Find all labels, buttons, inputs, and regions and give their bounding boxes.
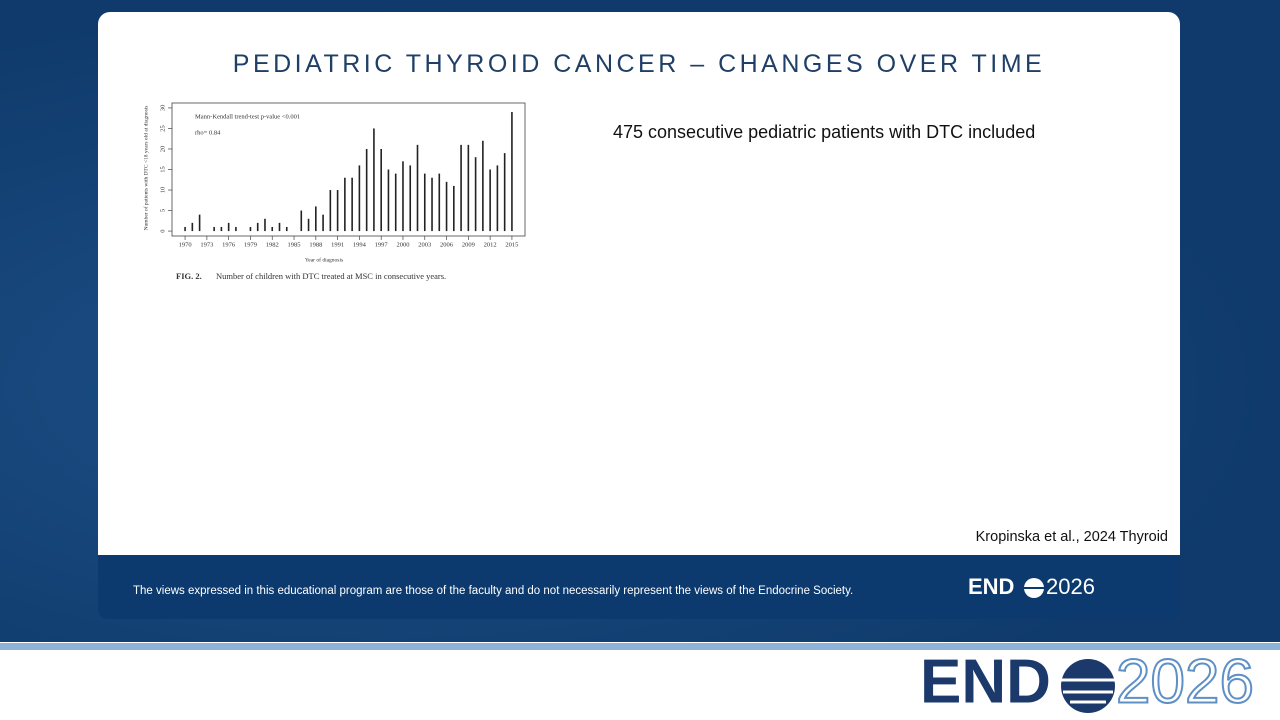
bar [329, 190, 332, 232]
footer-band [98, 555, 1180, 619]
bar [511, 112, 513, 232]
disclaimer: The views expressed in this educational … [133, 585, 854, 597]
x-tick-label: 1997 [375, 241, 389, 248]
logo-globe-lines [1061, 678, 1115, 704]
x-tick-label: 2000 [396, 241, 409, 248]
bar [496, 165, 499, 232]
x-tick-label: 2006 [440, 241, 454, 248]
bar [315, 206, 317, 232]
bar [351, 177, 353, 232]
y-tick-label: 10 [159, 187, 166, 194]
y-tick-label: 25 [159, 125, 166, 132]
slide-card [98, 12, 1180, 555]
bullet: 475 consecutive pediatric patients with … [613, 122, 1036, 142]
bar [358, 165, 361, 232]
caption-label: FIG. 2. [176, 271, 202, 281]
bar [307, 218, 310, 232]
bar [453, 185, 455, 232]
x-tick-label: 2009 [462, 241, 475, 248]
x-tick-label: 1994 [353, 241, 367, 248]
bar [278, 222, 281, 232]
x-tick-label: 1991 [331, 241, 344, 248]
bar [336, 190, 339, 232]
logo-left: END [968, 574, 1014, 599]
bar [460, 144, 462, 232]
bar [213, 226, 215, 232]
bar [409, 165, 412, 232]
caption-text: Number of children with DTC treated at M… [216, 271, 446, 281]
bar [423, 173, 426, 232]
bar [365, 148, 368, 232]
bar [489, 169, 491, 232]
plot-frame [171, 102, 526, 237]
y-tick-label: 30 [159, 105, 166, 112]
bar [220, 226, 223, 232]
bar [387, 169, 390, 232]
y-tick-label: 15 [159, 166, 166, 173]
bar [322, 214, 324, 232]
stripe [0, 643, 1280, 650]
bar [344, 177, 346, 232]
x-tick-label: 1976 [222, 241, 236, 248]
bar [503, 153, 506, 232]
logo-large: END 2026 [920, 646, 1255, 717]
x-tick-label: 1982 [266, 241, 279, 248]
bar [227, 222, 230, 232]
bar [184, 226, 186, 232]
slide-title: PEDIATRIC THYROID CANCER – CHANGES OVER … [232, 50, 1046, 78]
x-tick-label: 1985 [288, 241, 301, 248]
bar [285, 226, 288, 232]
bar [191, 222, 194, 232]
bar [416, 144, 419, 232]
x-tick-label: 1970 [179, 241, 192, 248]
logo-small: END 2026 [968, 574, 1095, 599]
bar [431, 177, 433, 232]
bar [474, 157, 477, 232]
bar [256, 222, 259, 232]
x-tick-label: 1973 [200, 241, 213, 248]
y-axis-label: Number of patients with DTC <18 years ol… [142, 106, 149, 231]
x-tick-label: 1979 [244, 241, 257, 248]
x-tick-label: 2003 [418, 241, 431, 248]
bar [467, 144, 470, 232]
annotation: Mann-Kendall trend-test p-value <0.001 [195, 113, 300, 120]
x-tick-label: 2015 [505, 241, 518, 248]
bar [249, 226, 252, 232]
bar [235, 226, 237, 232]
logo-right: 2026 [1046, 574, 1095, 599]
x-axis-label: Year of diagnosis [305, 256, 343, 263]
logo-right: 2026 [1116, 647, 1254, 716]
bar [445, 181, 448, 232]
bar [264, 218, 266, 232]
y-tick-label: 5 [159, 209, 166, 212]
annotation: rho= 0.84 [195, 129, 221, 136]
bar [300, 210, 303, 232]
logo-globe [1061, 659, 1115, 713]
bar [380, 148, 382, 232]
bar [482, 140, 484, 232]
bar [271, 226, 274, 232]
x-tick-label: 2012 [484, 241, 497, 248]
x-tick-label: 1988 [309, 241, 322, 248]
bar [394, 173, 397, 232]
bar [198, 214, 201, 232]
logo-left: END [920, 647, 1051, 716]
y-tick-label: 20 [159, 146, 166, 153]
bar [373, 128, 375, 232]
bar [402, 161, 404, 232]
bar [438, 173, 441, 232]
citation: Kropinska et al., 2024 Thyroid [975, 529, 1168, 545]
y-tick-label: 0 [159, 229, 166, 232]
